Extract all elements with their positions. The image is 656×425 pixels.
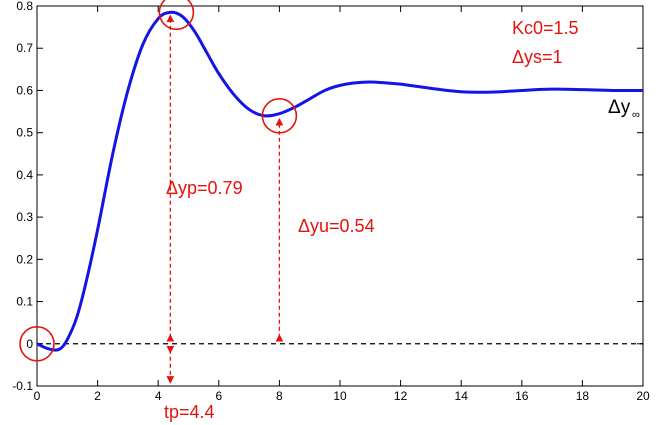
dys-label: Δys=1 [512, 47, 563, 67]
y-tick-label: 0.5 [16, 126, 33, 140]
y-tick-label: 0.3 [16, 210, 33, 224]
x-tick-label: 2 [94, 389, 101, 403]
x-tick-label: 20 [636, 389, 650, 403]
y-tick-label: 0.7 [16, 41, 33, 55]
x-tick-label: 4 [155, 389, 162, 403]
highlight-circle-0 [19, 325, 55, 362]
response-curve [36, 10, 644, 352]
x-tick-label: 8 [276, 389, 283, 403]
y-tick-label: -0.1 [12, 379, 33, 393]
x-tick-label: 14 [455, 389, 469, 403]
tick-labels: 0 2 4 6 8 10 12 14 16 18 20-0.100.10.20.30.40.50.6… [12, 0, 650, 403]
x-tick-label: 18 [576, 389, 590, 403]
dyp-label: Δyp=0.79 [166, 178, 243, 198]
y-tick-label: 0.8 [16, 0, 33, 13]
plot-area [19, 0, 644, 387]
highlight-circle-2 [261, 97, 298, 134]
steady-state-subscript: ∞ [632, 109, 640, 121]
y-tick-label: 0 [26, 337, 33, 351]
x-tick-label: 0 [34, 389, 41, 403]
y-tick-label: 0.2 [16, 252, 33, 266]
annotations: Kc0=1.5 Δys=1 Δyp=0.79 Δyu=0.54 tp=4.4 Δ… [164, 18, 640, 422]
x-tick-label: 12 [394, 389, 408, 403]
tp-label: tp=4.4 [164, 402, 215, 422]
kc0-label: Kc0=1.5 [512, 18, 579, 38]
x-tick-label: 10 [333, 389, 347, 403]
y-tick-label: 0.1 [16, 295, 33, 309]
x-tick-label: 6 [215, 389, 222, 403]
highlight-circle-1 [158, 0, 195, 31]
dyu-label: Δyu=0.54 [298, 216, 375, 236]
steady-state-label: Δy [608, 97, 631, 118]
y-tick-label: 0.6 [16, 83, 33, 97]
x-tick-label: 16 [515, 389, 529, 403]
y-tick-label: 0.4 [16, 168, 33, 182]
